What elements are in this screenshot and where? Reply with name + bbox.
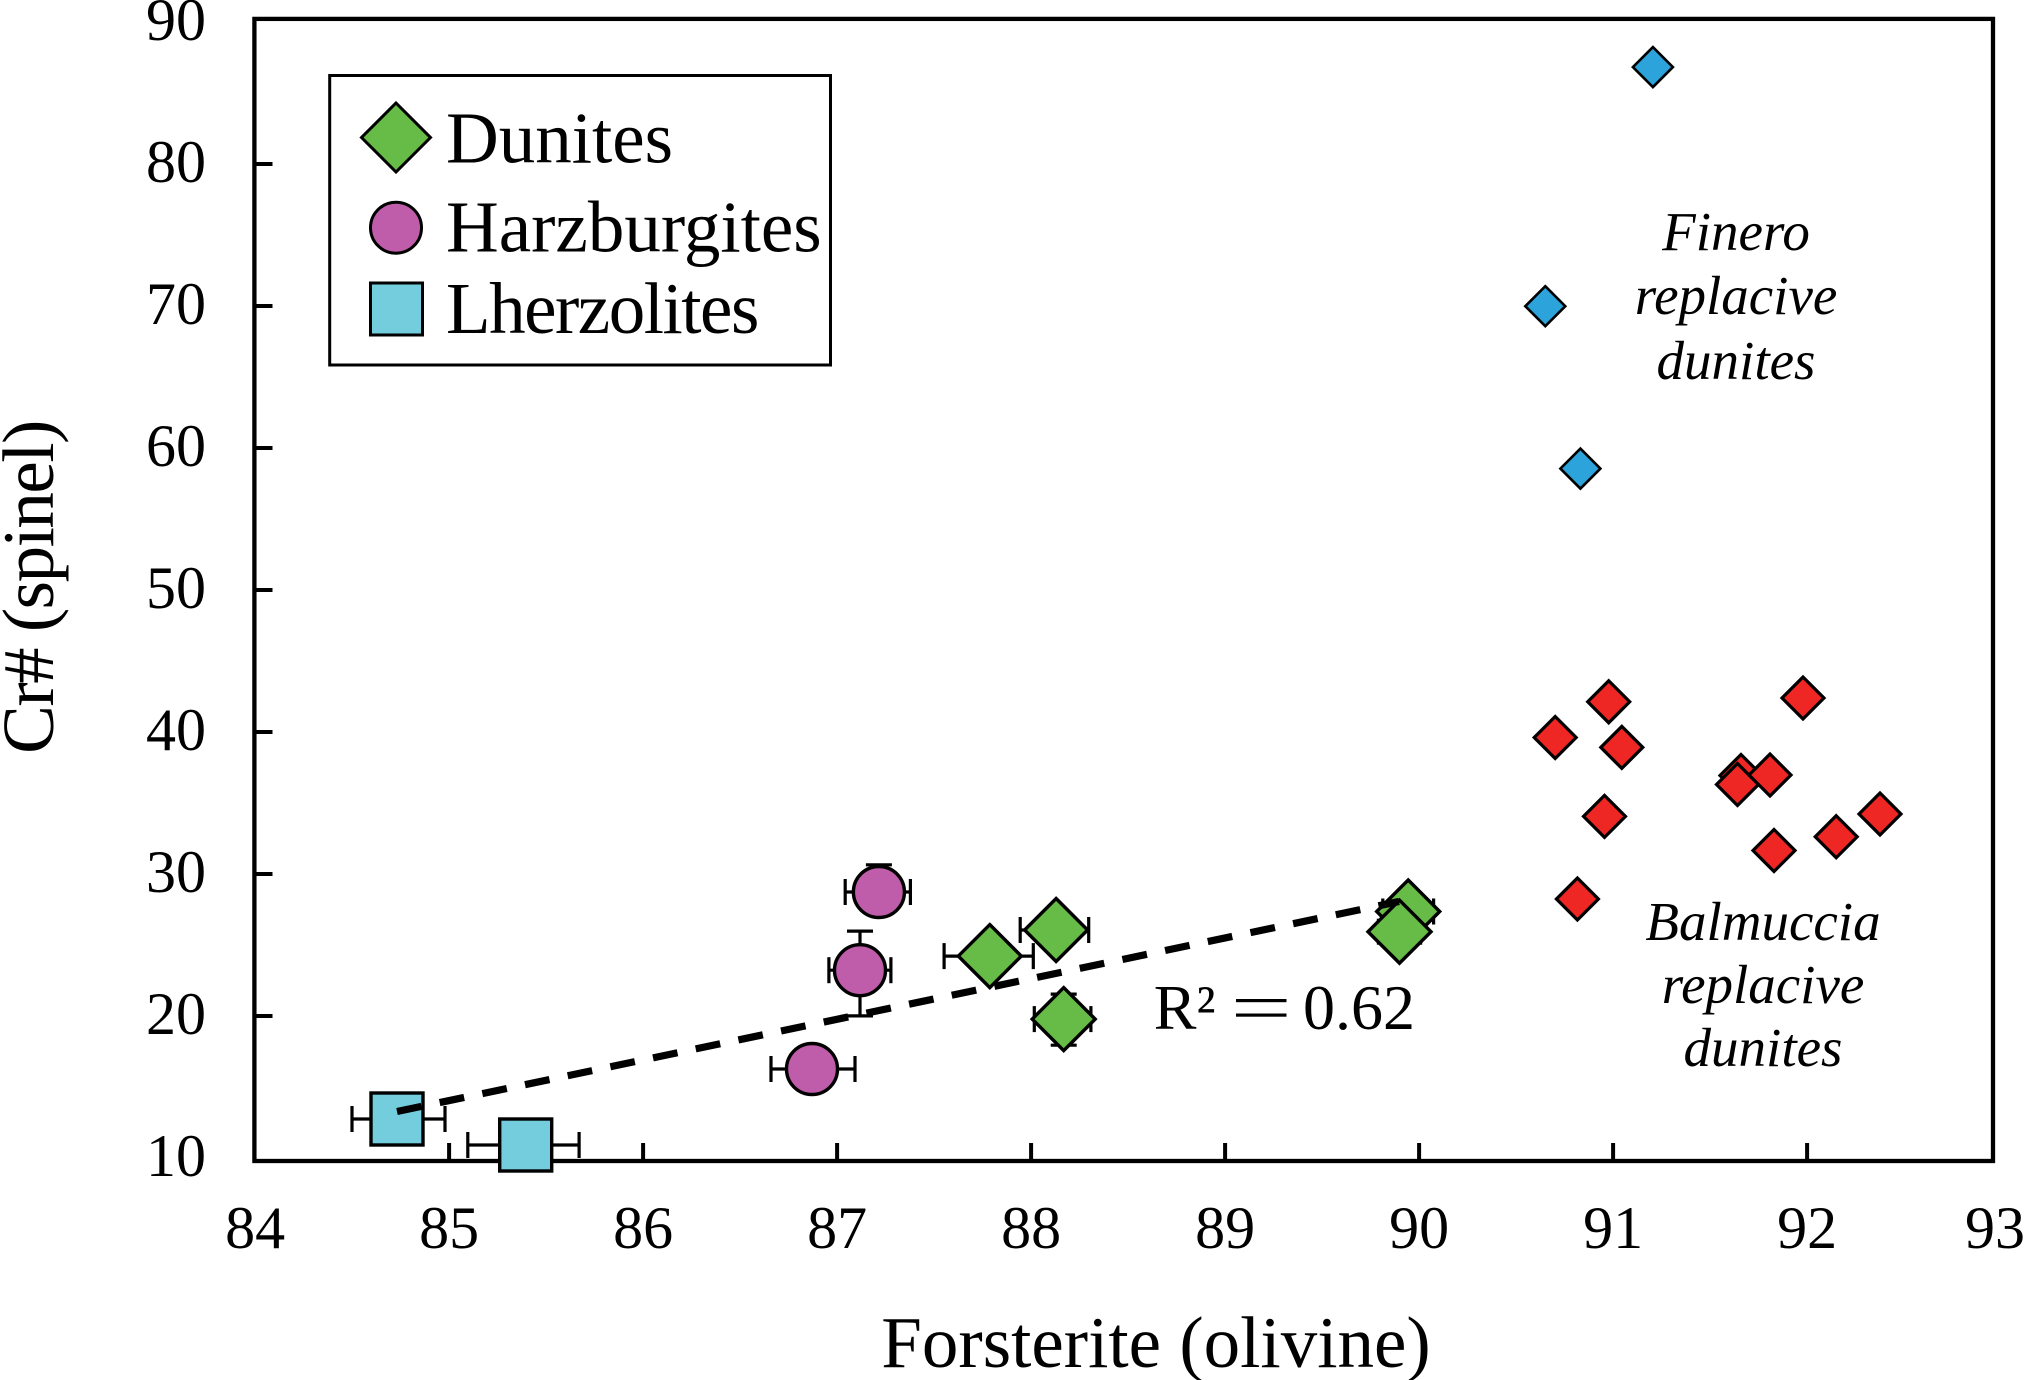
svg-text:89: 89 xyxy=(1195,1195,1255,1261)
svg-text:90: 90 xyxy=(1389,1195,1449,1261)
svg-text:30: 30 xyxy=(146,839,206,905)
svg-text:86: 86 xyxy=(613,1195,673,1261)
svg-text:0.62: 0.62 xyxy=(1303,972,1415,1043)
svg-text:60: 60 xyxy=(146,413,206,479)
svg-text:dunites: dunites xyxy=(1657,330,1816,391)
svg-text:50: 50 xyxy=(146,555,206,621)
svg-text:Dunites: Dunites xyxy=(446,98,673,179)
svg-text:88: 88 xyxy=(1001,1195,1061,1261)
svg-text:Forsterite (olivine): Forsterite (olivine) xyxy=(881,1302,1430,1380)
svg-text:Lherzolites: Lherzolites xyxy=(446,268,758,349)
svg-text:Cr# (spinel): Cr# (spinel) xyxy=(0,421,69,754)
svg-text:Balmuccia: Balmuccia xyxy=(1645,891,1880,952)
svg-text:Finero: Finero xyxy=(1661,201,1810,262)
svg-text:93: 93 xyxy=(1965,1195,2025,1261)
svg-text:40: 40 xyxy=(146,697,206,763)
svg-text:87: 87 xyxy=(807,1195,867,1261)
svg-text:91: 91 xyxy=(1583,1195,1643,1261)
svg-text:92: 92 xyxy=(1777,1195,1837,1261)
svg-text:90: 90 xyxy=(146,0,206,53)
svg-text:dunites: dunites xyxy=(1684,1017,1843,1078)
svg-text:R²: R² xyxy=(1154,972,1216,1043)
svg-text:replacive: replacive xyxy=(1635,265,1838,326)
svg-text:20: 20 xyxy=(146,981,206,1047)
svg-text:80: 80 xyxy=(146,129,206,195)
svg-text:84: 84 xyxy=(225,1195,285,1261)
svg-text:Harzburgites: Harzburgites xyxy=(446,186,822,267)
svg-text:85: 85 xyxy=(419,1195,479,1261)
svg-text:10: 10 xyxy=(146,1123,206,1189)
svg-text:replacive: replacive xyxy=(1662,954,1865,1015)
svg-text:70: 70 xyxy=(146,271,206,337)
